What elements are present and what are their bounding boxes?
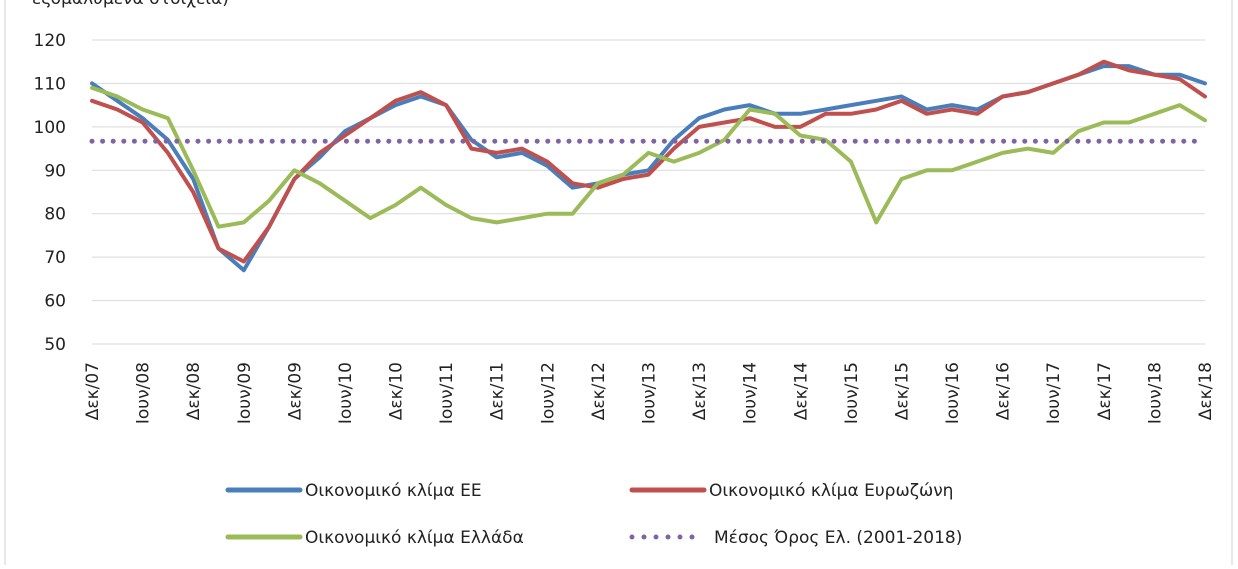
x-tick-label: Ιουν/18 [1145,362,1165,424]
chart-frame [4,0,1233,569]
x-tick-label: Δεκ/18 [1196,362,1216,420]
x-tick-label: Ιουν/08 [134,362,154,424]
y-tick-label: 100 [34,118,66,138]
x-tick-label: Δεκ/17 [1095,362,1115,420]
x-tick-label: Δεκ/14 [791,362,811,420]
x-tick-label: Δεκ/11 [488,362,508,420]
x-tick-label: Δεκ/12 [589,362,609,420]
y-tick-label: 120 [34,31,66,51]
y-tick-label: 80 [44,205,66,225]
y-tick-label: 110 [34,74,66,94]
series-line [90,85,1207,229]
x-tick-label: Δεκ/09 [285,362,305,420]
x-tick-label: Ιουν/12 [538,362,558,424]
series-line [90,59,1207,264]
y-tick-label: 70 [44,248,66,268]
chart-title: εξομαλυμένα στοιχεία) [32,0,229,9]
legend-label: Οικονομικό κλίμα ΕΕ [305,481,482,501]
x-tick-label: Ιουν/13 [640,362,660,424]
legend-label: Οικονομικό κλίμα Ελλάδα [305,528,524,548]
x-tick-label: Ιουν/16 [943,362,963,424]
x-tick-label: Δεκ/08 [184,362,204,420]
y-tick-label: 60 [44,292,66,312]
x-tick-label: Δεκ/07 [83,362,103,420]
x-tick-label: Ιουν/10 [336,362,356,424]
legend-label: Οικονομικό κλίμα Ευρωζώνη [709,481,953,501]
x-tick-label: Ιουν/09 [235,362,255,424]
x-tick-label: Δεκ/13 [690,362,710,420]
x-tick-label: Δεκ/15 [892,362,912,420]
x-tick-label: Ιουν/11 [437,362,457,424]
x-tick-label: Δεκ/16 [994,362,1014,420]
y-tick-label: 50 [44,335,66,355]
x-tick-label: Ιουν/14 [741,362,761,424]
x-tick-label: Ιουν/17 [1044,362,1064,424]
x-tick-label: Ιουν/15 [842,362,862,424]
x-tick-label: Δεκ/10 [387,362,407,420]
y-tick-label: 90 [44,161,66,181]
legend-label: Μέσος Όρος Ελ. (2001-2018) [714,528,962,548]
